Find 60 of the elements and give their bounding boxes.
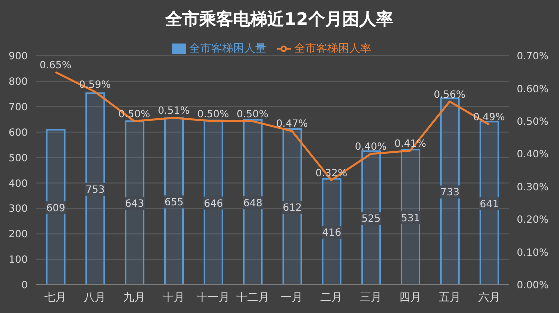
x-tick-label: 四月 [399,290,422,304]
data-label: 416 [322,228,342,240]
bar [243,119,263,285]
data-label: 609 [46,204,66,215]
x-tick-label: 二月 [320,290,343,304]
y2-tick-label: 0.50% [517,116,549,128]
x-tick-label: 七月 [44,290,67,304]
y2-tick-label: 0.00% [517,280,549,292]
y2-tick-label: 0.70% [517,52,549,63]
y2-tick-label: 0.20% [517,215,549,226]
data-label: 643 [125,199,144,210]
x-tick-label: 十月 [162,290,185,304]
x-tick-label: 九月 [124,290,146,304]
data-label: 0.51% [158,106,190,118]
bar [480,121,500,285]
data-label: 0.56% [434,90,466,101]
bar [164,118,184,285]
data-label: 753 [86,185,105,196]
x-tick-label: 三月 [360,290,382,304]
bar [86,92,106,285]
data-label: 648 [244,198,263,210]
x-tick-label: 六月 [478,290,500,304]
y-tick-label: 900 [8,52,28,63]
legend-label: 全市客梯困人率 [294,42,372,55]
bar [125,120,145,285]
y-tick-label: 500 [8,153,28,164]
y-tick-label: 600 [8,128,28,139]
chart-title: 全市乘客电梯近12个月困人率 [164,9,394,32]
data-label: 612 [282,203,302,214]
x-tick-label: 十二月 [236,290,270,304]
y-tick-label: 400 [8,178,28,190]
y-tick-label: 200 [8,230,28,241]
data-label: 0.50% [236,109,269,120]
data-label: 0.40% [355,142,387,154]
bar [440,98,460,285]
bar [204,120,224,285]
y-tick-label: 300 [8,204,28,216]
data-label: 655 [164,198,184,209]
bar [46,129,66,285]
x-tick-label: 十一月 [196,290,230,304]
data-label: 0.65% [40,60,72,72]
data-label: 531 [401,213,420,224]
data-label: 646 [204,198,224,210]
x-tick-label: 五月 [438,290,461,304]
x-tick-label: 八月 [84,290,106,304]
data-label: 0.47% [276,119,308,130]
data-label: 733 [440,188,460,199]
legend-label: 全市客梯困人量 [190,42,266,55]
y2-tick-label: 0.30% [517,182,549,194]
y2-tick-label: 0.60% [517,84,549,96]
y2-tick-label: 0.10% [517,248,549,259]
x-tick-label: 一月 [281,290,304,304]
y2-tick-label: 0.40% [517,150,549,161]
data-label: 525 [362,214,381,226]
data-label: 0.50% [197,109,230,120]
data-label: 641 [480,199,500,210]
y-tick-label: 0 [22,280,28,292]
y-tick-label: 800 [8,76,28,88]
y-tick-label: 100 [8,255,28,266]
y-tick-label: 700 [8,102,28,114]
